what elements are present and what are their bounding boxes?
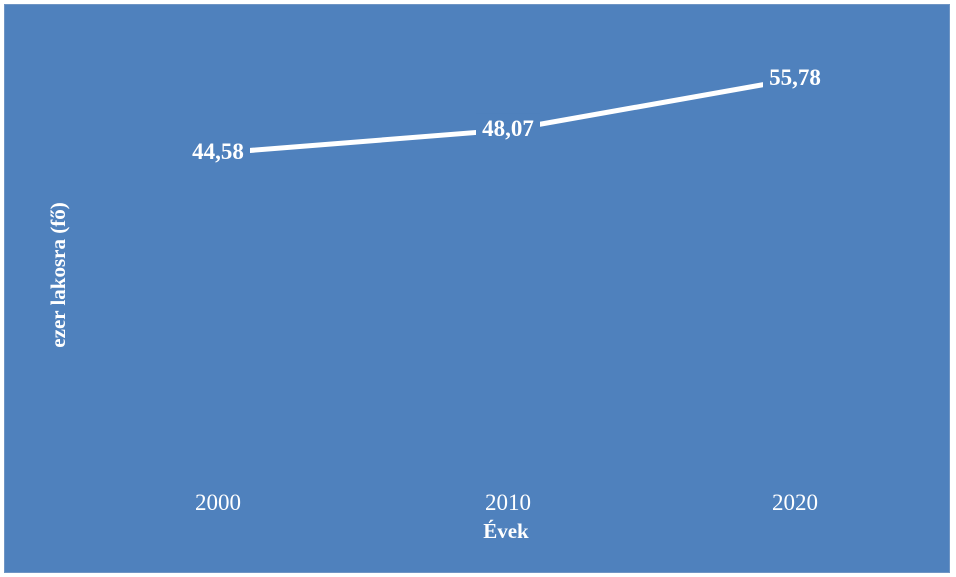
series-line-group bbox=[215, 76, 798, 156]
data-label-bg-2020 bbox=[763, 63, 827, 91]
data-label-2020: 55,78 bbox=[769, 65, 821, 90]
y-axis-title: ezer lakosra (fő) bbox=[46, 202, 70, 347]
x-tick-label-2020: 2020 bbox=[772, 490, 818, 515]
line-chart: 44,58 48,07 55,78 2000 2010 2020 Évek ezer l… bbox=[46, 63, 827, 543]
series-line-segment-2 bbox=[505, 76, 798, 133]
data-label-bg-2010 bbox=[476, 113, 540, 142]
x-axis-title: Évek bbox=[483, 519, 529, 543]
x-tick-label-2010: 2010 bbox=[485, 490, 531, 515]
chart-area: 44,58 48,07 55,78 2000 2010 2020 Évek ezer l… bbox=[4, 4, 950, 573]
drop-lines bbox=[217, 79, 796, 468]
x-axis-ticks: 2000 2010 2020 bbox=[195, 490, 818, 515]
series-line-segment-1 bbox=[215, 127, 511, 156]
data-label-2000: 44,58 bbox=[192, 139, 244, 164]
data-label-2010: 48,07 bbox=[482, 116, 534, 141]
x-tick-label-2000: 2000 bbox=[195, 490, 241, 515]
data-label-bg-2000 bbox=[186, 137, 250, 165]
data-labels: 44,58 48,07 55,78 bbox=[186, 63, 827, 165]
